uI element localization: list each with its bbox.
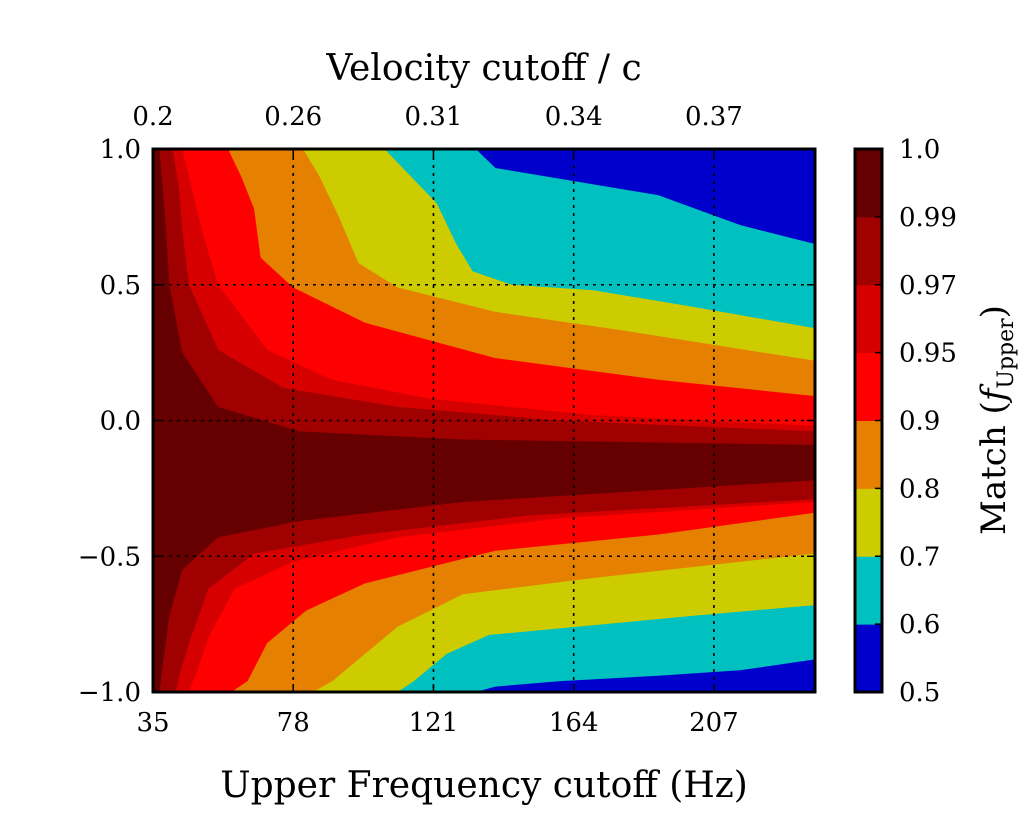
colorbar-ticks: 0.5 0.6 0.7 0.8 0.9 0.95 0.97 0.99 1.0 [875, 135, 957, 708]
y-tick-label: −1.0 [78, 678, 141, 708]
colorbar-segment-0.95 [855, 284, 882, 354]
colorbar-tick-label: 1.0 [899, 135, 940, 165]
colorbar-segment-0.8 [855, 420, 882, 489]
colorbar-segment-0.5 [855, 624, 882, 693]
axis-ticks: 35 78 121 164 207 0.2 0.26 0.31 0.34 0.37 −1.0 −0.5… [78, 102, 815, 738]
colorbar-tick-label: 0.5 [899, 678, 940, 708]
top-x-axis-title: Velocity cutoff / c [325, 48, 641, 89]
x-tick-label: 164 [549, 708, 599, 738]
top-x-tick-label: 0.2 [132, 102, 173, 132]
x-tick-label: 121 [409, 708, 459, 738]
top-x-tick-label: 0.26 [264, 102, 322, 132]
colorbar-tick-label: 0.95 [899, 339, 957, 369]
colorbar [855, 149, 882, 693]
colorbar-tick-label: 0.8 [899, 474, 940, 504]
y-tick-label: −0.5 [78, 542, 141, 572]
x-tick-label: 207 [689, 708, 739, 738]
colorbar-tick-label: 0.99 [899, 203, 957, 233]
colorbar-segment-0.7 [855, 488, 882, 557]
y-tick-label: 0.0 [100, 407, 141, 437]
colorbar-segment-0.99 [855, 149, 882, 218]
colorbar-tick-label: 0.7 [899, 542, 940, 572]
x-tick-label: 35 [136, 708, 169, 738]
colorbar-tick-label: 0.9 [899, 407, 940, 437]
colorbar-segment-0.9 [855, 352, 882, 421]
colorbar-tick-label: 0.97 [899, 271, 957, 301]
top-x-tick-label: 0.37 [685, 102, 743, 132]
colorbar-title: Match (fUpper) [974, 305, 1019, 535]
y-tick-label: 1.0 [100, 135, 141, 165]
top-x-tick-label: 0.34 [545, 102, 603, 132]
x-axis-title: Upper Frequency cutoff (Hz) [220, 765, 748, 806]
y-tick-label: 0.5 [100, 271, 141, 301]
top-x-tick-label: 0.31 [405, 102, 463, 132]
x-tick-label: 78 [277, 708, 310, 738]
colorbar-segment-0.97 [855, 216, 882, 286]
colorbar-segment-0.6 [855, 556, 882, 625]
grid-lines [153, 149, 815, 692]
colorbar-tick-label: 0.6 [899, 610, 940, 640]
